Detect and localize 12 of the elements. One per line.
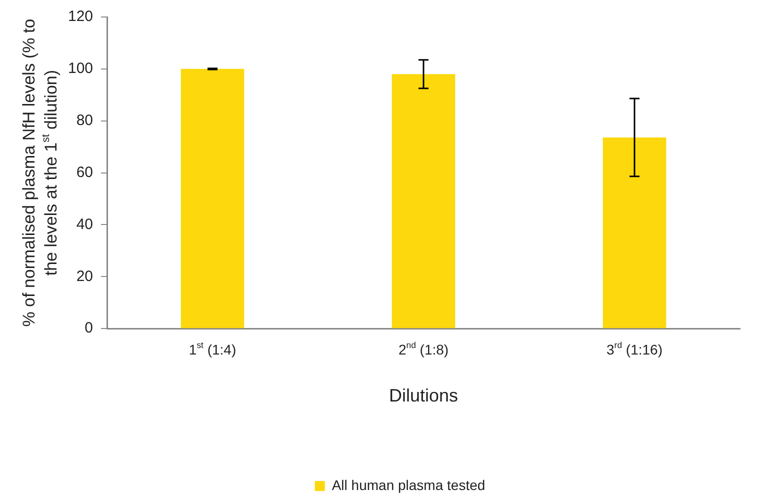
- legend-label: All human plasma tested: [332, 476, 486, 493]
- y-tick-label: 100: [68, 60, 94, 78]
- y-tick-label: 80: [76, 112, 94, 130]
- y-tick-label: 60: [76, 164, 94, 181]
- y-tick-label: 120: [68, 8, 94, 26]
- bar: [180, 68, 244, 328]
- y-tick-label: 0: [84, 320, 94, 337]
- bar: [602, 137, 666, 328]
- x-axis-title: Dilutions: [389, 386, 458, 406]
- y-tick-label: 20: [76, 268, 94, 285]
- y-tick-label: 40: [76, 216, 94, 233]
- bar: [392, 74, 456, 328]
